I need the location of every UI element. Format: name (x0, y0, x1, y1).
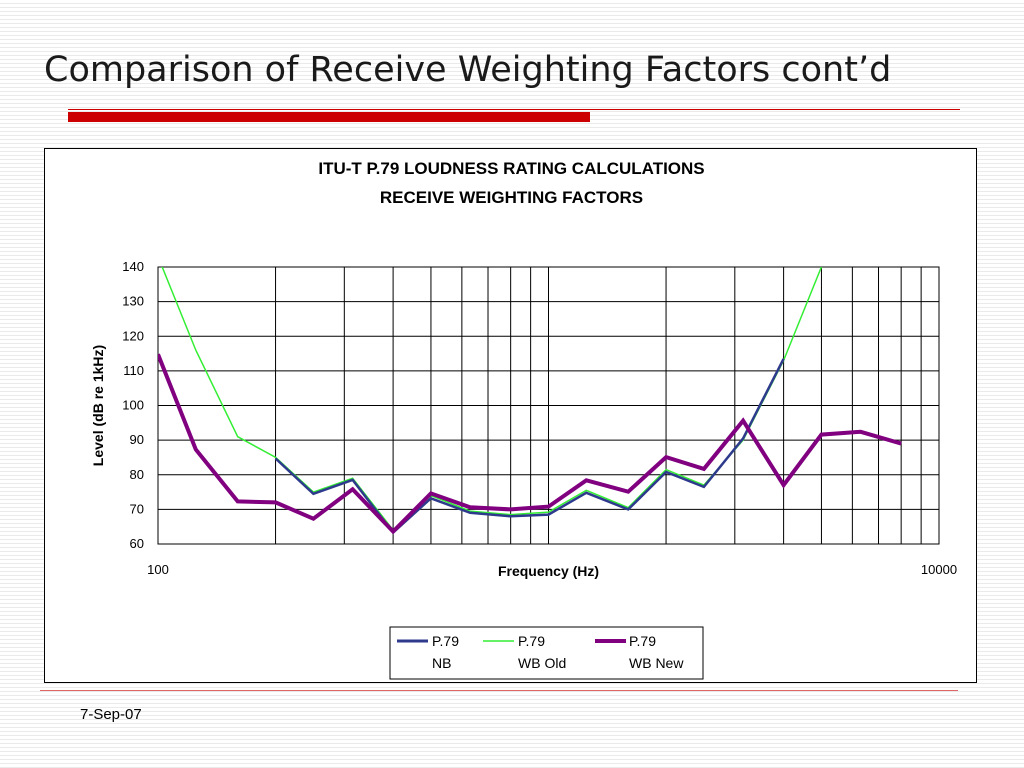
line-chart: 60 70 80 90 100 110 120 130 140 100 10000 Frequency… (90, 259, 957, 680)
legend-label: NB (432, 655, 451, 671)
chart-title: ITU-T P.79 LOUDNESS RATING CALCULATIONS (318, 159, 705, 178)
x-axis-title: Frequency (Hz) (498, 563, 599, 579)
y-tick-label: 60 (130, 536, 144, 551)
y-tick-label: 90 (130, 432, 144, 447)
y-tick-label: 110 (123, 363, 144, 378)
x-tick-label: 100 (147, 562, 169, 577)
y-tick-label: 120 (122, 328, 144, 343)
series-line-p79-nb (274, 358, 785, 535)
series-line-p79-wb-new (158, 353, 902, 535)
slide-title: Comparison of Receive Weighting Factors … (44, 50, 892, 90)
title-rule-thin (68, 109, 960, 110)
footer-date: 7-Sep-07 (80, 706, 142, 723)
plot-area-border (157, 266, 940, 545)
footer-rule (40, 690, 958, 691)
y-tick-label: 140 (122, 259, 144, 274)
chart-frame: ITU-T P.79 LOUDNESS RATING CALCULATIONS … (44, 148, 977, 683)
legend-box (389, 626, 704, 680)
chart-subtitle: RECEIVE WEIGHTING FACTORS (379, 188, 644, 207)
y-tick-label: 80 (130, 467, 144, 482)
legend-label: P.79 (432, 633, 459, 649)
series-line-p79-wb-old (161, 267, 823, 532)
y-axis-title: Level (dB re 1kHz) (90, 345, 106, 466)
legend-label: P.79 (518, 633, 545, 649)
legend-label: P.79 (629, 633, 656, 649)
x-tick-label: 10000 (921, 562, 957, 577)
title-rule-thick (68, 112, 590, 122)
legend-label: WB Old (518, 655, 566, 671)
legend-label: WB New (629, 655, 684, 671)
y-tick-label: 100 (122, 398, 144, 413)
y-tick-label: 130 (122, 294, 144, 309)
y-tick-label: 70 (130, 501, 144, 516)
